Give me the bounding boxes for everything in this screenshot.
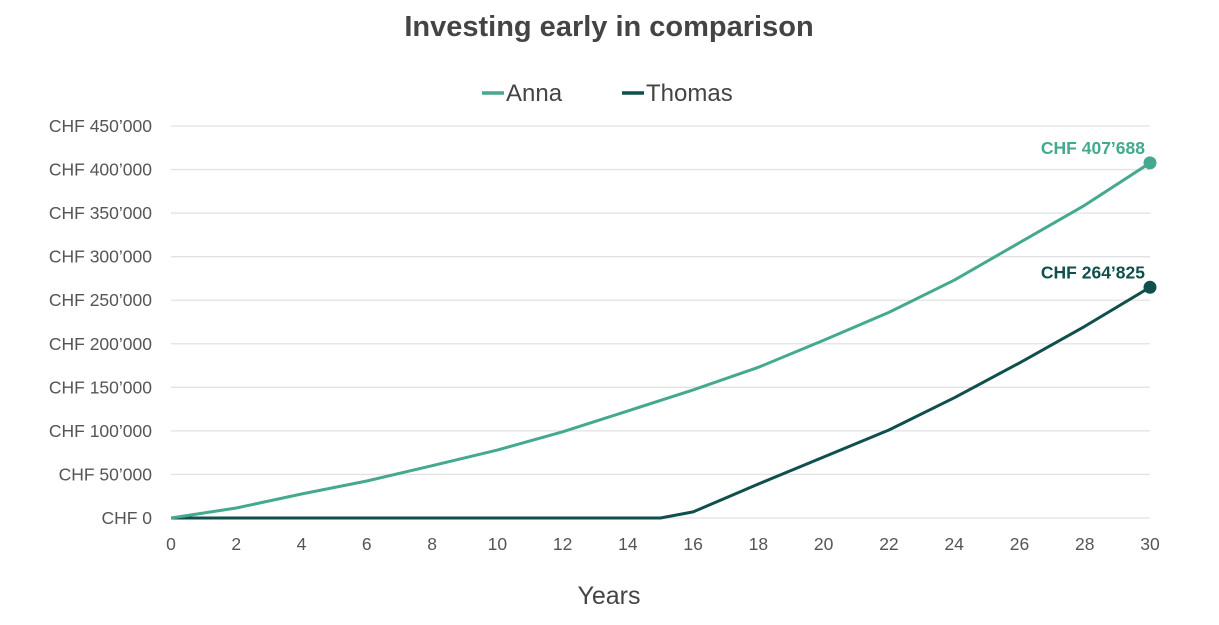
legend: Anna Thomas: [482, 80, 733, 107]
y-tick-label: CHF 150’000: [49, 377, 152, 397]
series-thomas: CHF 264’825: [171, 262, 1157, 520]
x-tick-label: 14: [618, 534, 638, 554]
series-anna: CHF 407’688: [170, 138, 1157, 520]
x-tick-label: 24: [944, 534, 964, 554]
end-value-label: CHF 407’688: [1041, 138, 1145, 158]
y-tick-label: CHF 0: [101, 508, 152, 528]
x-tick-label: 4: [297, 534, 307, 554]
legend-item-thomas: Thomas: [622, 80, 733, 107]
legend-label: Anna: [506, 80, 563, 107]
legend-item-anna: Anna: [482, 80, 563, 107]
y-tick-label: CHF 100’000: [49, 421, 152, 441]
y-tick-label: CHF 50’000: [59, 464, 153, 484]
x-tick-label: 10: [488, 534, 508, 554]
y-tick-label: CHF 300’000: [49, 247, 152, 267]
y-tick-label: CHF 250’000: [49, 290, 152, 310]
y-tick-label: CHF 350’000: [49, 203, 152, 223]
end-point: [1143, 156, 1157, 170]
x-axis-ticks: 0 2 4 6 8 10 12 14 16 18 20 22 24 26 28 30: [166, 534, 1160, 554]
x-axis-label: Years: [577, 582, 640, 610]
series: CHF 264’825 CHF 407’688: [170, 138, 1157, 520]
y-tick-label: CHF 450’000: [49, 116, 152, 136]
chart-title: Investing early in comparison: [404, 11, 813, 43]
x-tick-label: 22: [879, 534, 898, 554]
x-tick-label: 20: [814, 534, 834, 554]
x-tick-label: 30: [1140, 534, 1160, 554]
series-line: [171, 286, 1151, 520]
series-line: [170, 161, 1151, 520]
x-tick-label: 2: [231, 534, 241, 554]
end-point: [1143, 280, 1157, 294]
end-value-label: CHF 264’825: [1041, 262, 1145, 282]
legend-label: Thomas: [646, 80, 733, 107]
x-tick-label: 28: [1075, 534, 1094, 554]
gridlines: [171, 125, 1150, 519]
x-tick-label: 8: [427, 534, 437, 554]
y-tick-label: CHF 200’000: [49, 334, 152, 354]
x-tick-label: 12: [553, 534, 572, 554]
y-axis-ticks: CHF 0 CHF 50’000 CHF 100’000 CHF 150’000 CHF…: [49, 116, 152, 528]
x-tick-label: 6: [362, 534, 372, 554]
x-tick-label: 18: [749, 534, 768, 554]
x-tick-label: 16: [683, 534, 702, 554]
y-tick-label: CHF 400’000: [49, 160, 152, 180]
x-tick-label: 0: [166, 534, 176, 554]
x-tick-label: 26: [1010, 534, 1029, 554]
